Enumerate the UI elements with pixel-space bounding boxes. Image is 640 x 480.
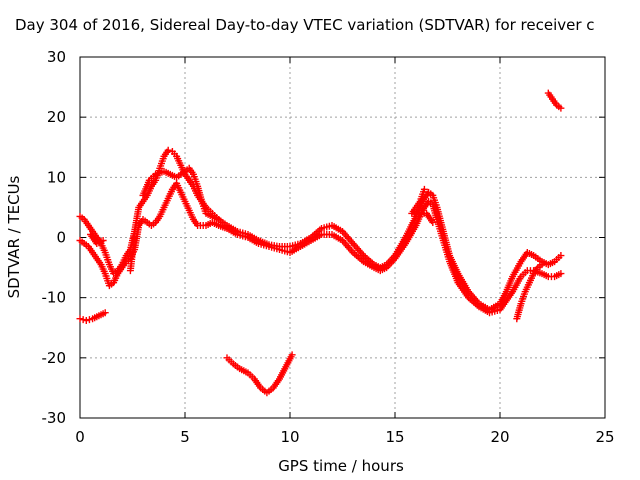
y-tick-label: 30 [47, 48, 66, 66]
data-point [538, 261, 546, 269]
data-point [85, 316, 93, 324]
data-point [557, 252, 565, 260]
axis-ticks [79, 56, 606, 419]
data-point [557, 104, 565, 112]
y-tick-labels: -30 -20 -10 0 10 20 30 [42, 48, 67, 427]
data-point [131, 234, 139, 241]
y-tick-label: 0 [56, 229, 66, 247]
data-point [215, 215, 223, 223]
y-tick-label: 10 [47, 168, 66, 186]
data-point [164, 146, 172, 154]
x-tick-labels: 0 5 10 15 20 25 [75, 428, 614, 446]
y-tick-label: 20 [47, 108, 66, 126]
x-tick-label: 10 [280, 428, 299, 446]
data-point [288, 351, 296, 359]
series-mid-track [87, 164, 546, 323]
data-point [82, 317, 90, 325]
x-tick-label: 20 [490, 428, 509, 446]
data-points [76, 89, 565, 397]
x-tick-label: 25 [595, 428, 614, 446]
data-point [429, 218, 437, 226]
chart-title: Day 304 of 2016, Sidereal Day-to-day VTE… [15, 16, 595, 34]
data-point [79, 316, 87, 324]
y-axis-label: SDTVAR / TECUs [5, 175, 23, 298]
y-tick-label: -20 [42, 349, 67, 367]
data-point [101, 309, 109, 317]
x-tick-label: 0 [75, 428, 85, 446]
data-point [557, 270, 565, 278]
series-main-track-b [76, 179, 565, 317]
x-tick-label: 15 [385, 428, 404, 446]
series-main-track-a [76, 146, 565, 314]
x-axis-label: GPS time / hours [278, 457, 404, 475]
data-point [99, 237, 107, 245]
series-low-track [76, 309, 296, 397]
series-upper-track [544, 89, 565, 112]
data-point [76, 315, 84, 323]
y-tick-label: -10 [42, 289, 67, 307]
x-tick-label: 5 [180, 428, 190, 446]
y-tick-label: -30 [42, 409, 67, 427]
